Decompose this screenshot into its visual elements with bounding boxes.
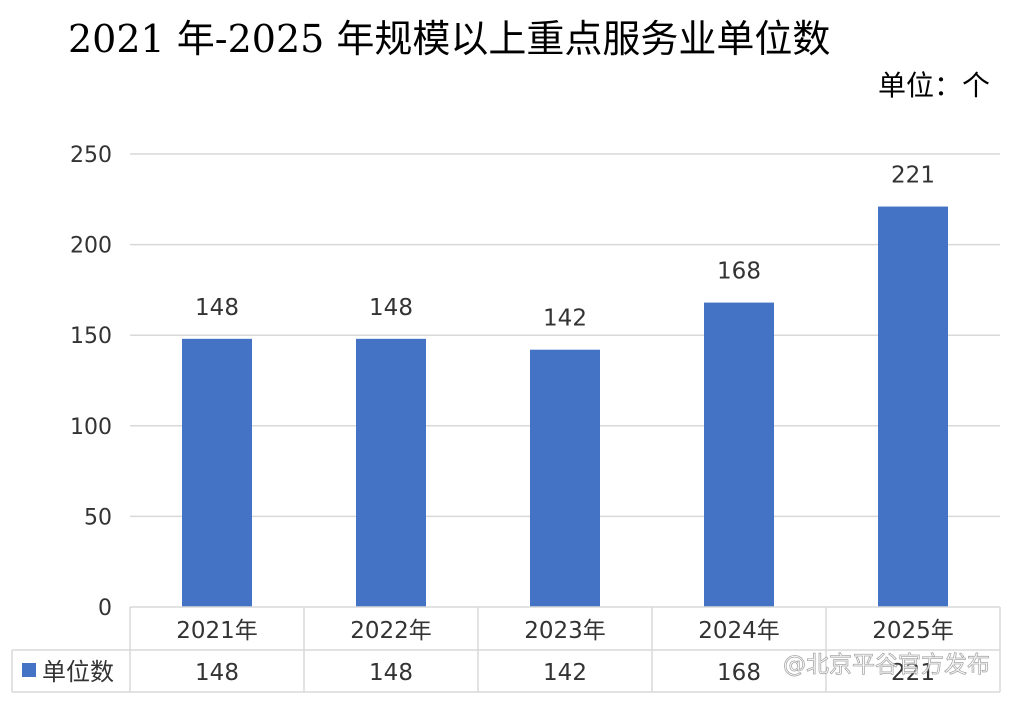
data-table: 2021年 148 2022年 148 2023年 142 2024年 168 2025年 221…: [11, 606, 1001, 693]
y-tick-label: 250: [70, 143, 112, 168]
x-tick-label: 2021年: [176, 618, 258, 644]
x-tick-label: 2024年: [698, 618, 780, 644]
data-label: 168: [717, 259, 761, 285]
data-labels: 148 148 142 168 221: [195, 163, 935, 332]
y-tick-label: 100: [70, 415, 112, 440]
data-label: 221: [891, 163, 935, 189]
table-value: 148: [195, 660, 239, 686]
bars: [182, 206, 948, 607]
unit-label: 单位：个: [878, 69, 990, 102]
bar: [878, 206, 948, 607]
data-label: 148: [195, 295, 239, 321]
y-tick-label: 150: [70, 324, 112, 349]
watermark: @北京平谷官方发布: [783, 652, 990, 678]
bar: [356, 338, 426, 607]
chart-title: 2021 年-2025 年规模以上重点服务业单位数: [68, 17, 830, 61]
bar: [530, 349, 600, 607]
x-tick-label: 2025年: [872, 618, 954, 644]
y-tick-label: 0: [98, 596, 112, 621]
y-tick-label: 200: [70, 234, 112, 259]
y-tick-label: 50: [84, 505, 112, 530]
legend-series-name: 单位数: [42, 658, 114, 686]
table-value: 148: [369, 660, 413, 686]
gridlines: [130, 153, 1000, 518]
data-label: 142: [543, 306, 587, 332]
data-label: 148: [369, 295, 413, 321]
x-tick-label: 2023年: [524, 618, 606, 644]
table-value: 142: [543, 660, 587, 686]
y-axis: 0 50 100 150 200 250: [70, 143, 112, 621]
bar: [704, 302, 774, 607]
table-value: 221: [891, 660, 935, 686]
bar: [182, 338, 252, 607]
legend-swatch: [22, 663, 36, 677]
table-value: 168: [717, 660, 761, 686]
x-tick-label: 2022年: [350, 618, 432, 644]
